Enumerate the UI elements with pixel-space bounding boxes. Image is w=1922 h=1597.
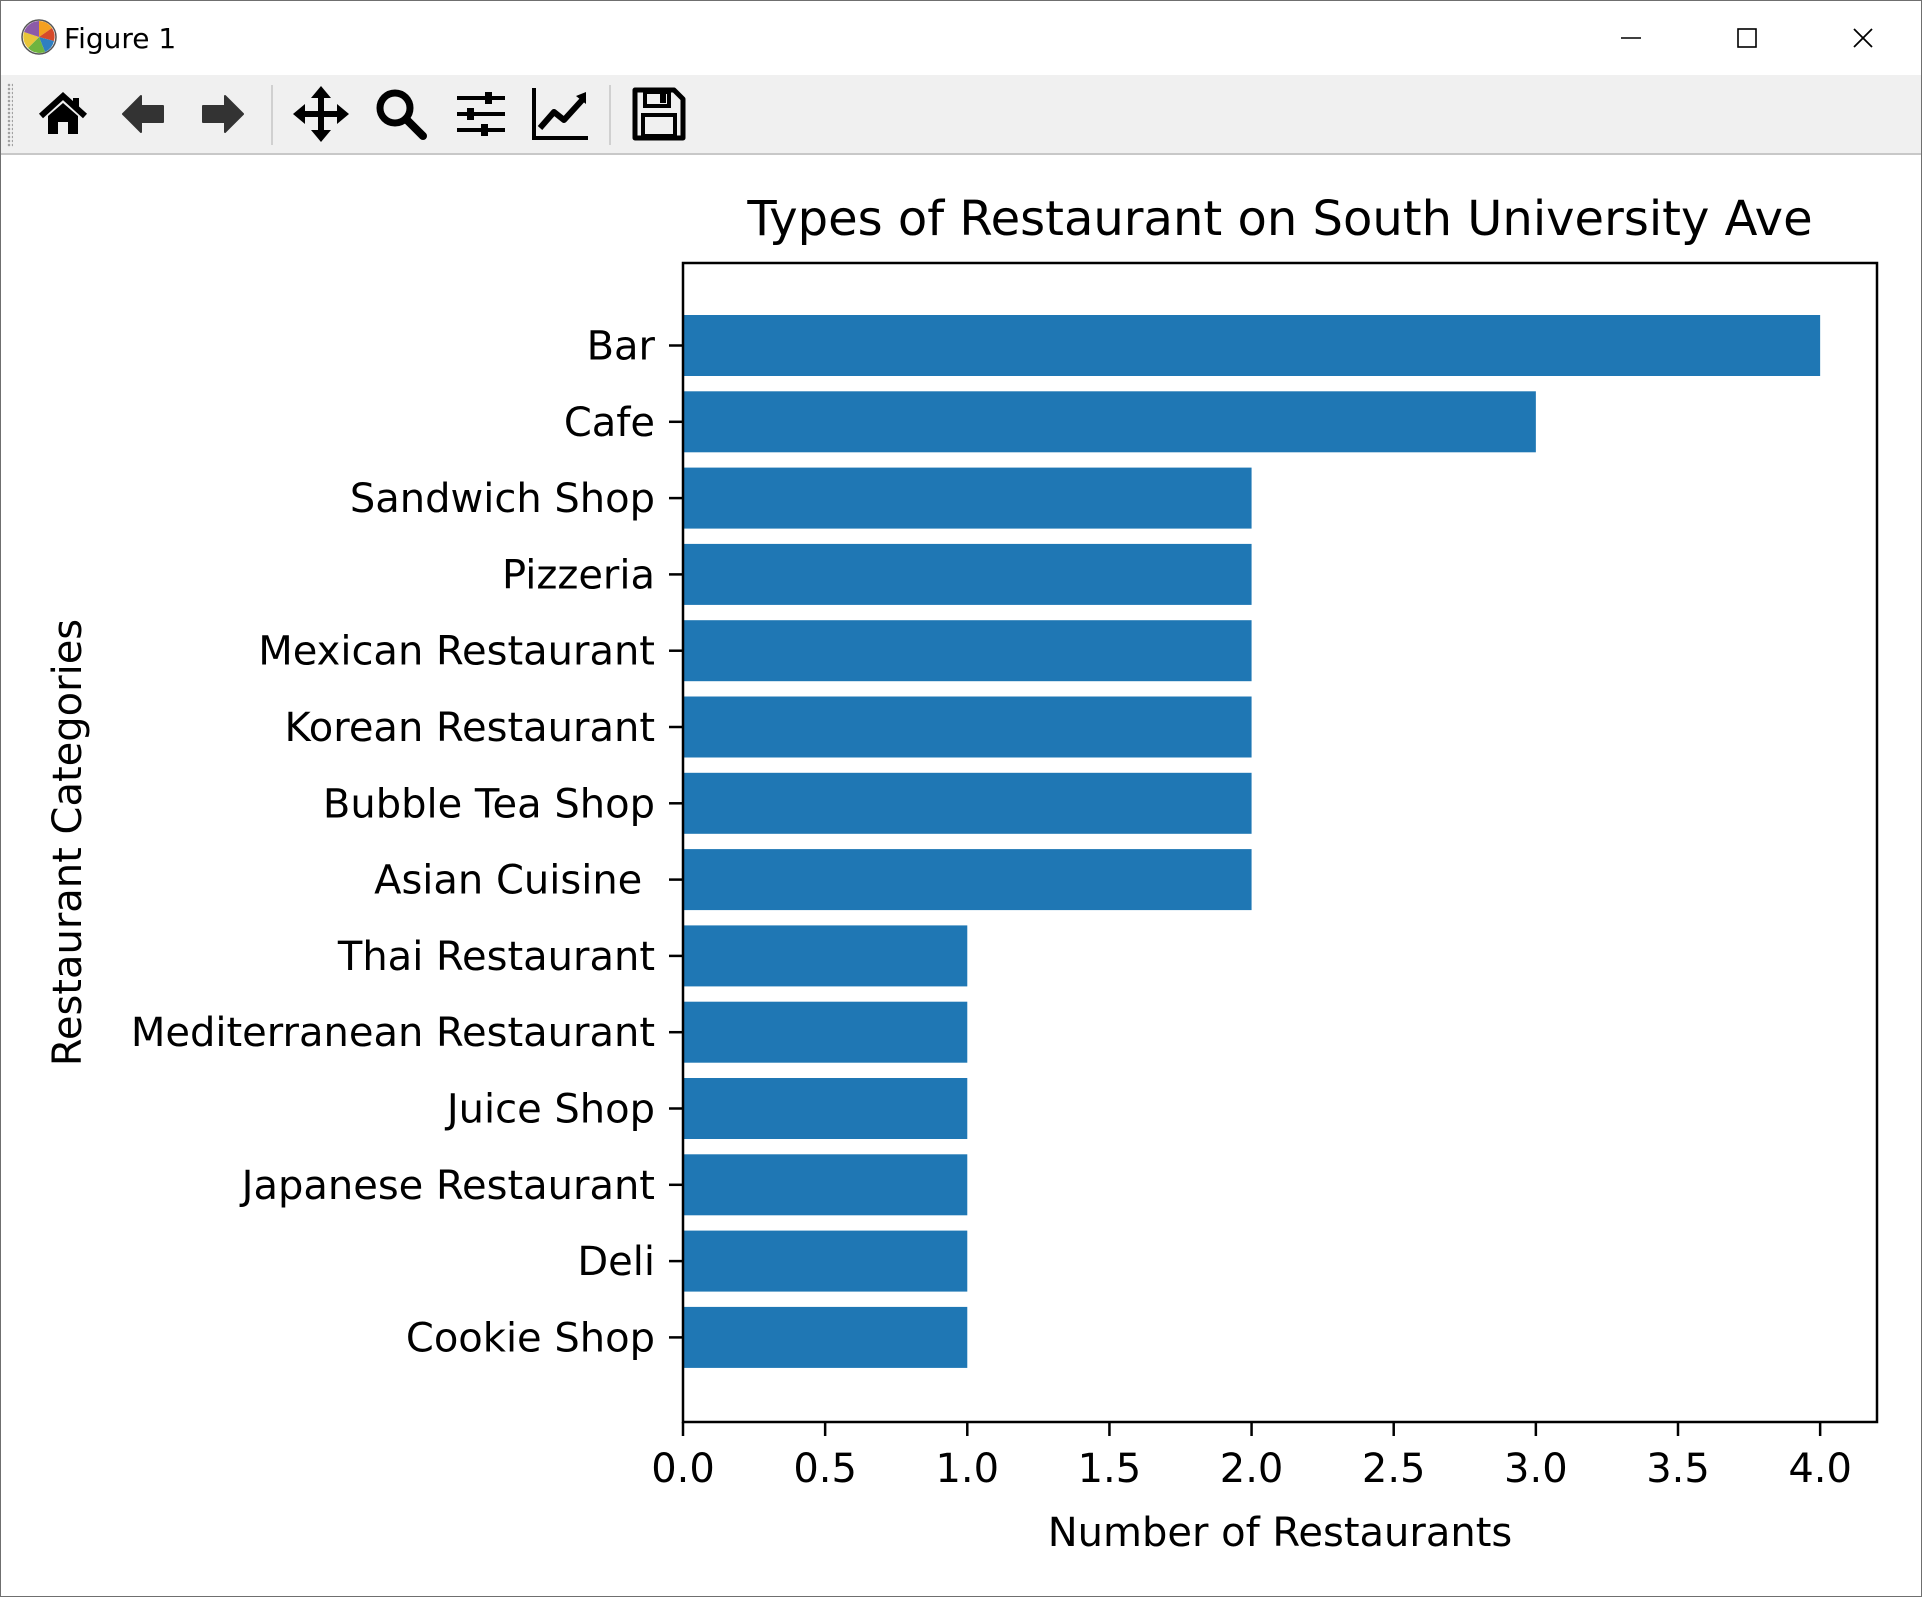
x-tick-label: 2.5 (1362, 1446, 1426, 1492)
x-tick-label: 4.0 (1788, 1446, 1852, 1492)
x-ticks: 0.0 0.5 1.0 1.5 2.0 2.5 3.0 3.5 4.0 (651, 1422, 1852, 1492)
pan-icon (293, 86, 349, 142)
bar (683, 772, 1252, 834)
y-tick-label: Korean Restaurant (285, 705, 655, 751)
window-title: Figure 1 (64, 22, 177, 55)
toolbar-separator (609, 85, 611, 145)
y-axis-label: Restaurant Categories (45, 619, 91, 1066)
x-tick-label: 0.5 (793, 1446, 857, 1492)
y-tick-label: Bubble Tea Shop (323, 781, 655, 827)
bar (683, 620, 1252, 682)
toolbar-grip[interactable] (7, 83, 13, 147)
y-tick-label: Deli (577, 1239, 655, 1285)
title-bar: Figure 1 (1, 1, 1921, 75)
y-tick-label: Japanese Restaurant (239, 1163, 655, 1209)
back-button[interactable] (109, 80, 177, 148)
x-tick-label: 3.5 (1646, 1446, 1710, 1492)
bars-layer (683, 315, 1821, 1368)
minimize-icon (1621, 37, 1641, 39)
edit-axis-icon (532, 88, 588, 140)
bar (683, 849, 1252, 911)
bar (683, 315, 1821, 376)
bar (683, 1230, 968, 1292)
zoom-icon (376, 89, 427, 140)
bar (683, 925, 968, 987)
bar (683, 1306, 968, 1368)
y-ticks: Bar Cafe Sandwich Shop Pizzeria Mexican Rest… (131, 324, 683, 1361)
figure-canvas[interactable]: Bar Cafe Sandwich Shop Pizzeria Mexican Rest… (1, 155, 1921, 1596)
zoom-button[interactable] (367, 80, 435, 148)
y-tick-label: Juice Shop (444, 1087, 655, 1133)
minimize-button[interactable] (1573, 1, 1689, 75)
save-button[interactable] (625, 80, 693, 148)
y-tick-label: Cookie Shop (406, 1315, 655, 1361)
back-arrow-icon (122, 95, 164, 133)
bar (683, 1154, 968, 1216)
maximize-icon (1737, 28, 1757, 48)
toolbar-separator (271, 85, 273, 145)
x-tick-label: 3.0 (1504, 1446, 1568, 1492)
x-tick-label: 2.0 (1220, 1446, 1284, 1492)
x-tick-label: 1.0 (935, 1446, 999, 1492)
bar (683, 1078, 968, 1139)
bar (683, 467, 1252, 529)
edit-axis-button[interactable] (527, 80, 595, 148)
bar-chart[interactable]: Bar Cafe Sandwich Shop Pizzeria Mexican Rest… (1, 155, 1921, 1595)
configure-subplots-icon (457, 92, 505, 136)
x-tick-label: 0.0 (651, 1446, 715, 1492)
maximize-button[interactable] (1689, 1, 1805, 75)
y-tick-label: Mexican Restaurant (258, 629, 655, 675)
home-button[interactable] (29, 80, 97, 148)
chart-title: Types of Restaurant on South University … (746, 191, 1812, 247)
forward-arrow-icon (202, 95, 244, 133)
x-tick-label: 1.5 (1078, 1446, 1142, 1492)
axes-frame (681, 261, 1879, 1424)
forward-button[interactable] (189, 80, 257, 148)
y-tick-label: Mediterranean Restaurant (131, 1010, 655, 1056)
close-icon (1853, 28, 1873, 48)
home-icon (38, 91, 88, 134)
save-icon (632, 87, 686, 141)
close-button[interactable] (1805, 1, 1921, 75)
pan-button[interactable] (287, 80, 355, 148)
x-axis-label: Number of Restaurants (1048, 1510, 1513, 1556)
y-tick-label: Asian Cuisine (374, 858, 655, 904)
navigation-toolbar (1, 75, 1921, 155)
y-tick-label: Cafe (564, 400, 655, 446)
matplotlib-logo-icon (21, 19, 57, 55)
y-tick-label: Bar (587, 324, 656, 370)
y-tick-label: Pizzeria (502, 552, 655, 598)
y-tick-label: Thai Restaurant (337, 934, 655, 980)
y-tick-label: Sandwich Shop (350, 476, 655, 522)
bar (683, 543, 1252, 605)
bar (683, 696, 1252, 758)
configure-subplots-button[interactable] (447, 80, 515, 148)
bar (683, 1001, 968, 1063)
bar (683, 391, 1536, 453)
